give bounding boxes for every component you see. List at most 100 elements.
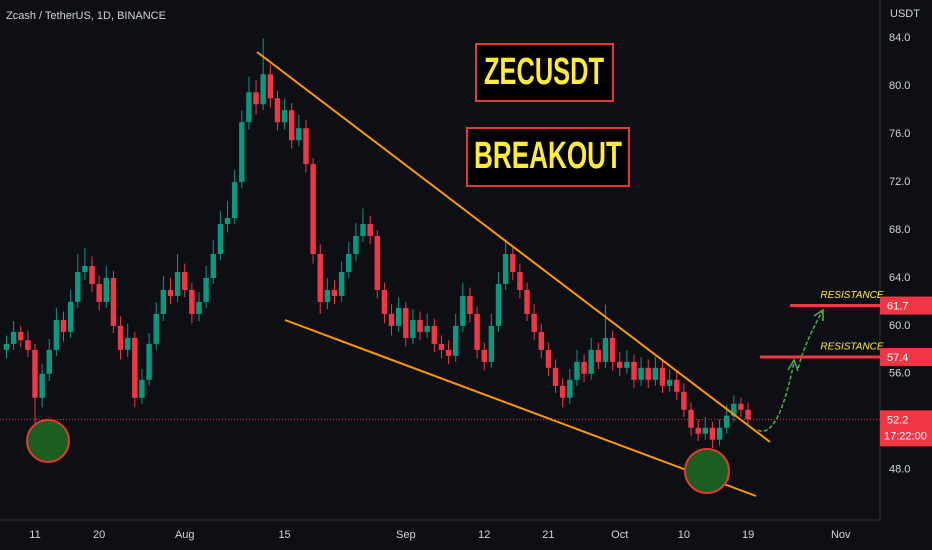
candle-body bbox=[217, 224, 224, 255]
candle-body bbox=[239, 122, 245, 183]
candle-body bbox=[474, 313, 480, 350]
y-tick-label: 80.0 bbox=[889, 80, 910, 92]
candle-body bbox=[281, 110, 288, 123]
candle-body bbox=[417, 319, 423, 332]
candle-body bbox=[53, 319, 60, 350]
x-tick-label: Aug bbox=[175, 529, 195, 541]
candle-body bbox=[538, 331, 544, 350]
candle-body bbox=[110, 277, 117, 326]
resistance-label: RESISTANCE bbox=[820, 290, 883, 301]
candle-body bbox=[39, 373, 45, 398]
candle-body bbox=[381, 289, 388, 314]
candle-body bbox=[453, 325, 459, 356]
candle-body bbox=[210, 254, 216, 278]
candle-body bbox=[10, 331, 17, 344]
x-tick-label: Sep bbox=[396, 529, 416, 541]
candle-body bbox=[467, 295, 473, 314]
candle-body bbox=[552, 367, 559, 386]
candle-body bbox=[574, 361, 580, 380]
candle-body bbox=[545, 349, 552, 368]
candle-body bbox=[438, 343, 445, 350]
y-tick-label: 84.0 bbox=[889, 32, 910, 44]
candle-body bbox=[738, 403, 744, 410]
y-axis-label: USDT bbox=[890, 8, 920, 20]
candle-body bbox=[445, 349, 452, 356]
candle-body bbox=[723, 415, 730, 428]
candle-body bbox=[731, 403, 737, 416]
annotation-box bbox=[475, 43, 614, 102]
candle-body bbox=[367, 224, 373, 237]
candle-body bbox=[488, 325, 495, 362]
candle-body bbox=[224, 218, 231, 225]
candle-body bbox=[460, 295, 466, 326]
candle-body bbox=[46, 349, 52, 374]
candle-body bbox=[296, 128, 302, 141]
candle-body bbox=[253, 92, 259, 105]
candle-body bbox=[567, 379, 573, 398]
candle-body bbox=[89, 265, 95, 284]
resistance-value: 61.7 bbox=[887, 300, 908, 312]
candle-body bbox=[709, 427, 716, 440]
candle-body bbox=[18, 331, 24, 341]
candle-body bbox=[481, 349, 487, 362]
y-tick-label: 72.0 bbox=[889, 176, 910, 188]
candle-body bbox=[75, 271, 81, 302]
x-tick-label: 15 bbox=[278, 529, 290, 541]
candle-body bbox=[96, 283, 102, 302]
candle-body bbox=[495, 283, 502, 326]
annotation-box bbox=[466, 127, 630, 187]
candle-body bbox=[353, 236, 359, 255]
y-tick-label: 76.0 bbox=[889, 128, 910, 140]
chart-title: Zcash / TetherUS, 1D, BINANCE bbox=[6, 10, 166, 22]
candle-body bbox=[510, 254, 516, 272]
candle-body bbox=[338, 271, 345, 296]
candle-body bbox=[638, 367, 644, 380]
candle-body bbox=[246, 92, 252, 123]
candle-body bbox=[652, 367, 659, 380]
candle-body bbox=[524, 289, 530, 314]
candle-body bbox=[559, 385, 566, 398]
candle-body bbox=[153, 313, 159, 344]
resistance-tag bbox=[880, 296, 932, 315]
candle-body bbox=[189, 289, 195, 314]
lower-trendline bbox=[284, 319, 757, 497]
candle-body bbox=[431, 325, 438, 344]
candle-body bbox=[324, 289, 331, 302]
candle-body bbox=[374, 236, 380, 290]
candle-body bbox=[674, 379, 680, 392]
candle-body bbox=[203, 277, 209, 302]
candle-body bbox=[310, 164, 316, 255]
candle-body bbox=[103, 277, 110, 302]
candle-body bbox=[3, 343, 10, 350]
candle-body bbox=[531, 313, 537, 332]
candle-body bbox=[588, 349, 594, 374]
candle-body bbox=[360, 224, 366, 237]
y-tick-label: 56.0 bbox=[889, 368, 910, 380]
projection-arrow bbox=[757, 361, 795, 432]
candle-body bbox=[146, 343, 152, 380]
candle-body bbox=[424, 325, 430, 332]
x-tick-label: 21 bbox=[542, 529, 554, 541]
candle-body bbox=[624, 361, 630, 368]
candle-body bbox=[688, 409, 694, 428]
candle-body bbox=[745, 409, 751, 420]
low-marker bbox=[26, 419, 70, 463]
x-tick-label: 10 bbox=[678, 529, 690, 541]
candle-body bbox=[666, 379, 673, 386]
candle-body bbox=[410, 319, 416, 338]
x-tick-label: 11 bbox=[29, 529, 40, 541]
last-price-tag bbox=[880, 410, 932, 447]
candle-body bbox=[403, 307, 409, 338]
candle-body bbox=[681, 391, 687, 410]
annotation: ZECUSDT bbox=[484, 51, 604, 93]
candle-body bbox=[182, 271, 188, 290]
candle-body bbox=[82, 265, 88, 272]
candle-body bbox=[331, 289, 338, 296]
candle-body bbox=[288, 110, 295, 141]
candle-body bbox=[303, 128, 309, 165]
candle-body bbox=[595, 349, 602, 362]
candle-body bbox=[174, 271, 181, 296]
low-marker bbox=[684, 448, 730, 494]
annotation: BREAKOUT bbox=[474, 135, 622, 177]
candle-body bbox=[388, 313, 395, 326]
